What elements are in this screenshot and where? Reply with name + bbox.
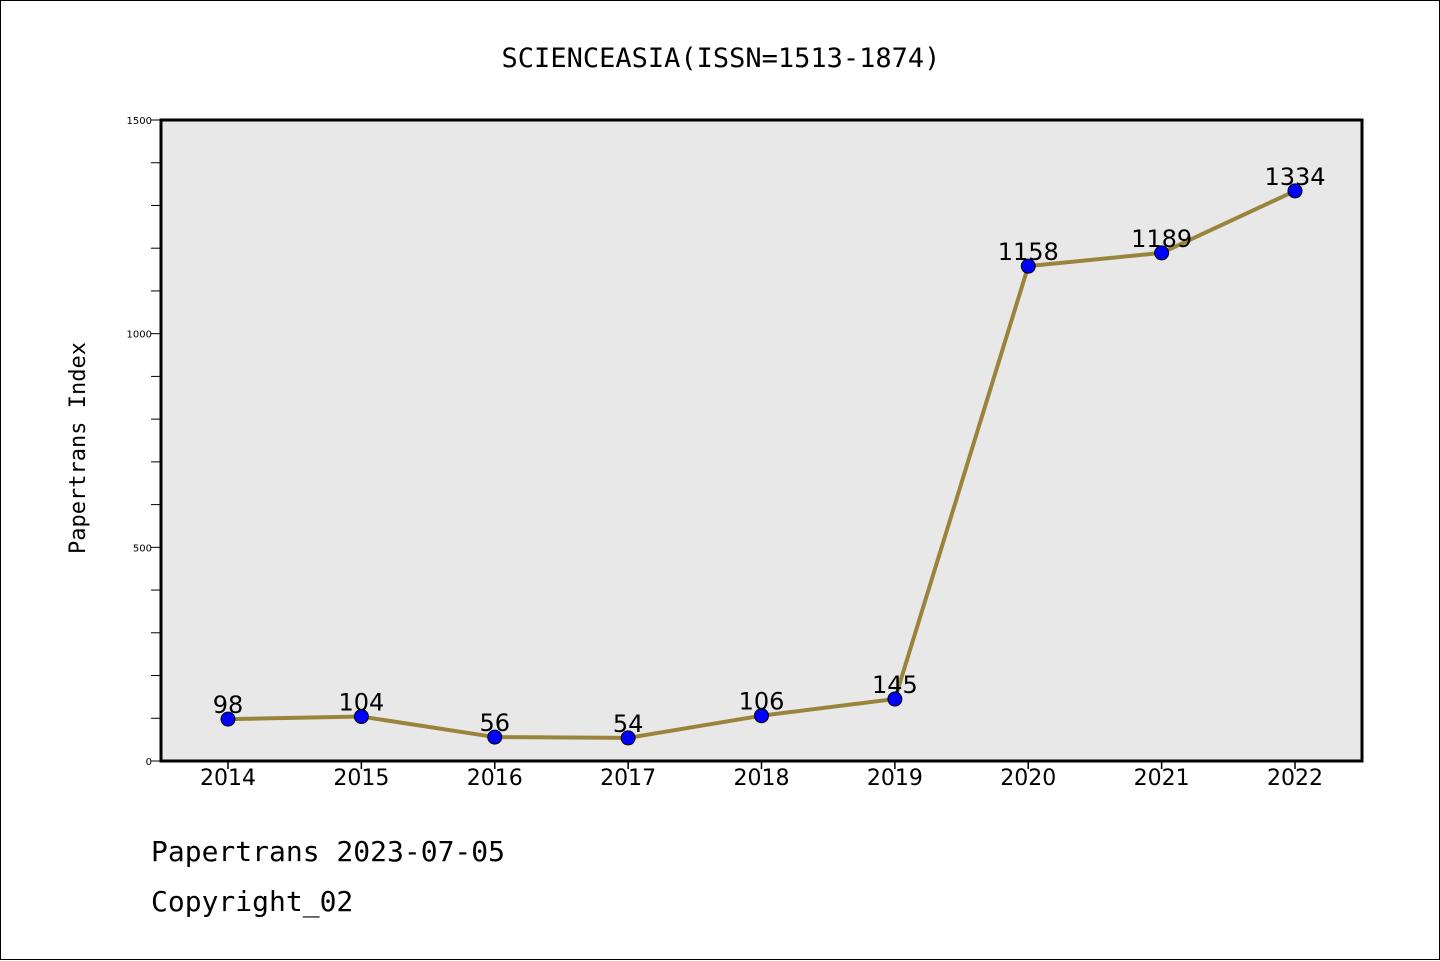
y-tick-label: 1000 — [127, 330, 152, 341]
footer-copyright: Copyright_02 — [151, 885, 354, 918]
plot-area — [159, 118, 1364, 763]
x-tick-label: 2022 — [1267, 766, 1323, 791]
x-tick-label: 2020 — [1000, 766, 1056, 791]
data-label: 1158 — [998, 238, 1059, 266]
chart-title: SCIENCEASIA(ISSN=1513-1874) — [502, 43, 941, 74]
y-tick-label: 0 — [146, 757, 152, 768]
data-label: 54 — [613, 710, 644, 738]
data-label: 104 — [338, 689, 384, 717]
x-axis-ticks: 2014 2015 2016 2017 2018 2019 2020 2021 2022 — [200, 761, 1323, 791]
data-label: 98 — [213, 691, 244, 719]
data-label: 106 — [739, 688, 785, 716]
data-point — [1020, 258, 1036, 274]
data-label: 1334 — [1264, 163, 1325, 191]
y-axis-ticks: 0 500 1000 1500 — [127, 116, 160, 768]
x-tick-label: 2019 — [867, 766, 923, 791]
data-point — [620, 730, 636, 746]
data-point — [487, 729, 503, 745]
x-tick-label: 2014 — [200, 766, 256, 791]
data-point — [353, 709, 369, 725]
data-label-group: 98 104 56 54 106 145 1158 1189 1334 — [213, 163, 1326, 738]
x-tick-label: 2017 — [600, 766, 656, 791]
data-label: 145 — [872, 671, 918, 699]
data-point — [220, 711, 236, 727]
x-tick-label: 2021 — [1134, 766, 1190, 791]
x-tick-label: 2015 — [333, 766, 389, 791]
data-label: 56 — [479, 709, 510, 737]
data-point — [887, 691, 903, 707]
data-point — [1287, 183, 1303, 199]
x-tick-label: 2016 — [467, 766, 523, 791]
footer-date: Papertrans 2023-07-05 — [151, 835, 506, 868]
x-tick-label: 2018 — [734, 766, 790, 791]
y-tick-label: 1500 — [127, 116, 152, 127]
marker-group — [220, 183, 1303, 746]
y-tick-label: 500 — [133, 543, 152, 554]
data-label: 1189 — [1131, 225, 1192, 253]
data-point — [1154, 245, 1170, 261]
data-point — [754, 708, 769, 724]
y-axis-label: Papertrans Index — [66, 342, 91, 554]
